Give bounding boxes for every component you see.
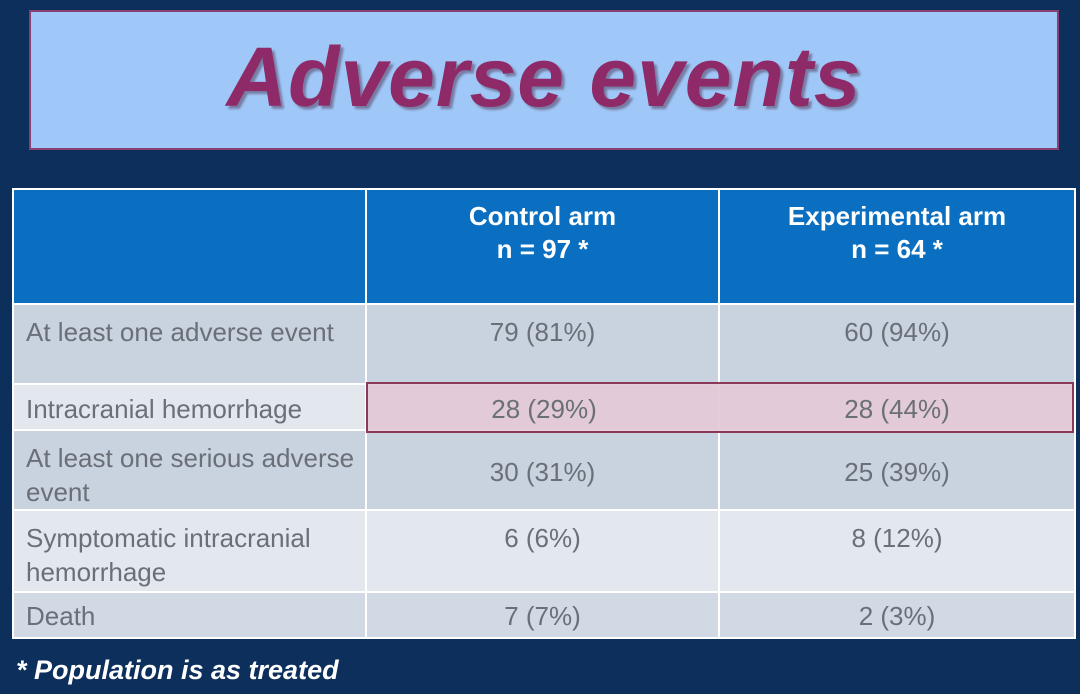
- experimental-value: 25 (39%): [718, 429, 1076, 512]
- table-row: At least one serious adverse event 30 (3…: [12, 429, 1076, 512]
- header-cell-blank: [12, 188, 367, 305]
- control-value: 79 (81%): [365, 302, 720, 385]
- control-value: 7 (7%): [365, 590, 720, 640]
- row-label: Symptomatic intracranial hemorrhage: [12, 509, 367, 593]
- experimental-value-cell: [718, 382, 1076, 432]
- experimental-value: 2 (3%): [718, 590, 1076, 640]
- header-control-arm: Control arm n = 97 *: [365, 188, 720, 305]
- table-header-row: Control arm n = 97 * Experimental arm n …: [12, 188, 1076, 305]
- table-row: Symptomatic intracranial hemorrhage 6 (6…: [12, 509, 1076, 593]
- header-experimental-name: Experimental arm: [787, 201, 1007, 231]
- title-banner: Adverse events: [29, 10, 1059, 150]
- row-label: Intracranial hemorrhage: [12, 382, 367, 432]
- row-label: At least one serious adverse event: [12, 429, 367, 512]
- header-control-name: Control arm: [468, 201, 617, 231]
- header-experimental-arm: Experimental arm n = 64 *: [718, 188, 1076, 305]
- header-control-n: n = 97 *: [496, 234, 589, 264]
- slide-title: Adverse events: [226, 29, 862, 124]
- adverse-events-table: Control arm n = 97 * Experimental arm n …: [12, 188, 1076, 640]
- table-row: Death 7 (7%) 2 (3%): [12, 590, 1076, 640]
- table-row: At least one adverse event 79 (81%) 60 (…: [12, 302, 1076, 385]
- table-row: Intracranial hemorrhage: [12, 382, 1076, 432]
- experimental-value: 8 (12%): [718, 509, 1076, 593]
- header-experimental-n: n = 64 *: [851, 234, 943, 264]
- control-value-cell: [365, 382, 720, 432]
- footnote: * Population is as treated: [16, 655, 339, 685]
- control-value: 6 (6%): [365, 509, 720, 593]
- row-label: Death: [12, 590, 367, 640]
- experimental-value: 60 (94%): [718, 302, 1076, 385]
- control-value: 30 (31%): [365, 429, 720, 512]
- row-label: At least one adverse event: [12, 302, 367, 385]
